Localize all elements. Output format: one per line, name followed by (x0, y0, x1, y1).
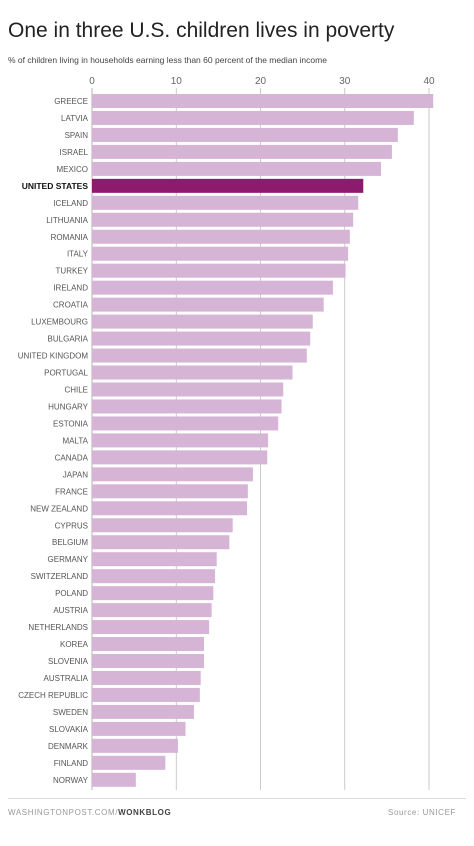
category-label: NEW ZEALAND (30, 504, 88, 513)
bar (92, 280, 333, 295)
bar (92, 246, 349, 261)
x-tick-label: 40 (423, 76, 435, 87)
category-label: SWITZERLAND (31, 572, 89, 581)
category-label: GERMANY (48, 555, 89, 564)
category-label: MEXICO (56, 165, 88, 174)
footer-credit: Source: UNICEF (388, 808, 456, 817)
bar (92, 620, 210, 635)
category-label: ESTONIA (53, 419, 89, 428)
bar (92, 535, 230, 550)
x-tick-label: 20 (255, 76, 267, 87)
bar (92, 704, 194, 719)
category-label: KOREA (60, 640, 89, 649)
category-label: ITALY (67, 250, 89, 259)
category-label: CHILE (64, 385, 88, 394)
category-label: LUXEMBOURG (31, 318, 88, 327)
category-label: ICELAND (53, 199, 88, 208)
bar (92, 518, 233, 533)
footer-divider (8, 798, 466, 799)
category-label: SLOVENIA (48, 657, 89, 666)
bar (92, 348, 307, 363)
footer-source-prefix: WASHINGTONPOST.COM/ (8, 808, 119, 817)
bar (92, 569, 216, 584)
category-label: LITHUANIA (46, 216, 88, 225)
category-label: CYPRUS (55, 521, 88, 530)
bar (92, 416, 279, 431)
bar (92, 433, 269, 448)
category-label: UNITED STATES (22, 181, 89, 191)
bar (92, 195, 359, 210)
bar (92, 314, 313, 329)
category-label: FRANCE (55, 487, 88, 496)
category-labels: GREECE LATVIA SPAIN ISRAEL MEXICO UNITED STAT… (18, 97, 89, 785)
bar (92, 484, 248, 499)
footer-source-link[interactable]: WASHINGTONPOST.COM/WONKBLOG (8, 808, 171, 817)
chart-subtitle: % of children living in households earni… (8, 55, 327, 65)
category-label: CANADA (55, 453, 89, 462)
bar (92, 229, 350, 244)
category-label: CROATIA (53, 301, 89, 310)
bar (92, 552, 217, 567)
category-label: SLOVAKIA (49, 725, 89, 734)
x-tick-label: 10 (171, 76, 183, 87)
category-label: BULGARIA (48, 335, 89, 344)
category-label: LATVIA (61, 114, 89, 123)
bar (92, 467, 253, 482)
bar (92, 110, 414, 125)
bar (92, 144, 392, 159)
bar (92, 721, 186, 736)
bar (92, 263, 346, 278)
category-label: BELGIUM (52, 538, 88, 547)
bar-chart: 0 10 20 30 40 GREECE LATVIA SPAIN ISRAEL MEXICO U… (18, 76, 435, 790)
bar (92, 772, 136, 787)
category-label: AUSTRALIA (44, 674, 89, 683)
category-label: AUSTRIA (53, 606, 88, 615)
category-label: MALTA (63, 436, 89, 445)
category-label: NETHERLANDS (28, 623, 88, 632)
bar (92, 637, 205, 652)
bar (92, 331, 311, 346)
bar (92, 687, 200, 702)
chart-title: One in three U.S. children lives in pove… (8, 19, 395, 42)
category-label: UNITED KINGDOM (18, 352, 89, 361)
bar (92, 382, 284, 397)
bar (92, 365, 293, 380)
bar (92, 501, 248, 516)
bar (92, 586, 214, 601)
bar (92, 127, 398, 142)
category-label: CZECH REPUBLIC (18, 691, 88, 700)
category-label: ISRAEL (60, 148, 89, 157)
category-label: SPAIN (65, 131, 89, 140)
bar (92, 161, 381, 176)
bar (92, 450, 268, 465)
category-label: NORWAY (53, 776, 89, 785)
category-label: TURKEY (56, 267, 89, 276)
category-label: POLAND (55, 589, 88, 598)
bar (92, 755, 166, 770)
category-label: SWEDEN (53, 708, 88, 717)
bar (92, 178, 364, 193)
category-label: DENMARK (48, 742, 89, 751)
category-label: IRELAND (53, 284, 88, 293)
category-label: PORTUGAL (44, 369, 88, 378)
bar (92, 670, 201, 685)
footer-source-blog: WONKBLOG (118, 808, 172, 817)
category-label: FINLAND (54, 759, 88, 768)
category-label: GREECE (54, 97, 88, 106)
bar (92, 603, 212, 618)
bar (92, 212, 354, 227)
category-label: ROMANIA (51, 233, 89, 242)
bar (92, 738, 178, 753)
category-label: HUNGARY (48, 402, 89, 411)
bar (92, 654, 205, 669)
x-axis-ticks: 0 10 20 30 40 (89, 76, 435, 87)
bar (92, 94, 434, 108)
x-tick-label: 0 (89, 76, 95, 87)
bars (92, 94, 434, 787)
x-tick-label: 30 (339, 76, 351, 87)
bar (92, 297, 324, 312)
bar (92, 399, 282, 414)
category-label: JAPAN (63, 470, 88, 479)
